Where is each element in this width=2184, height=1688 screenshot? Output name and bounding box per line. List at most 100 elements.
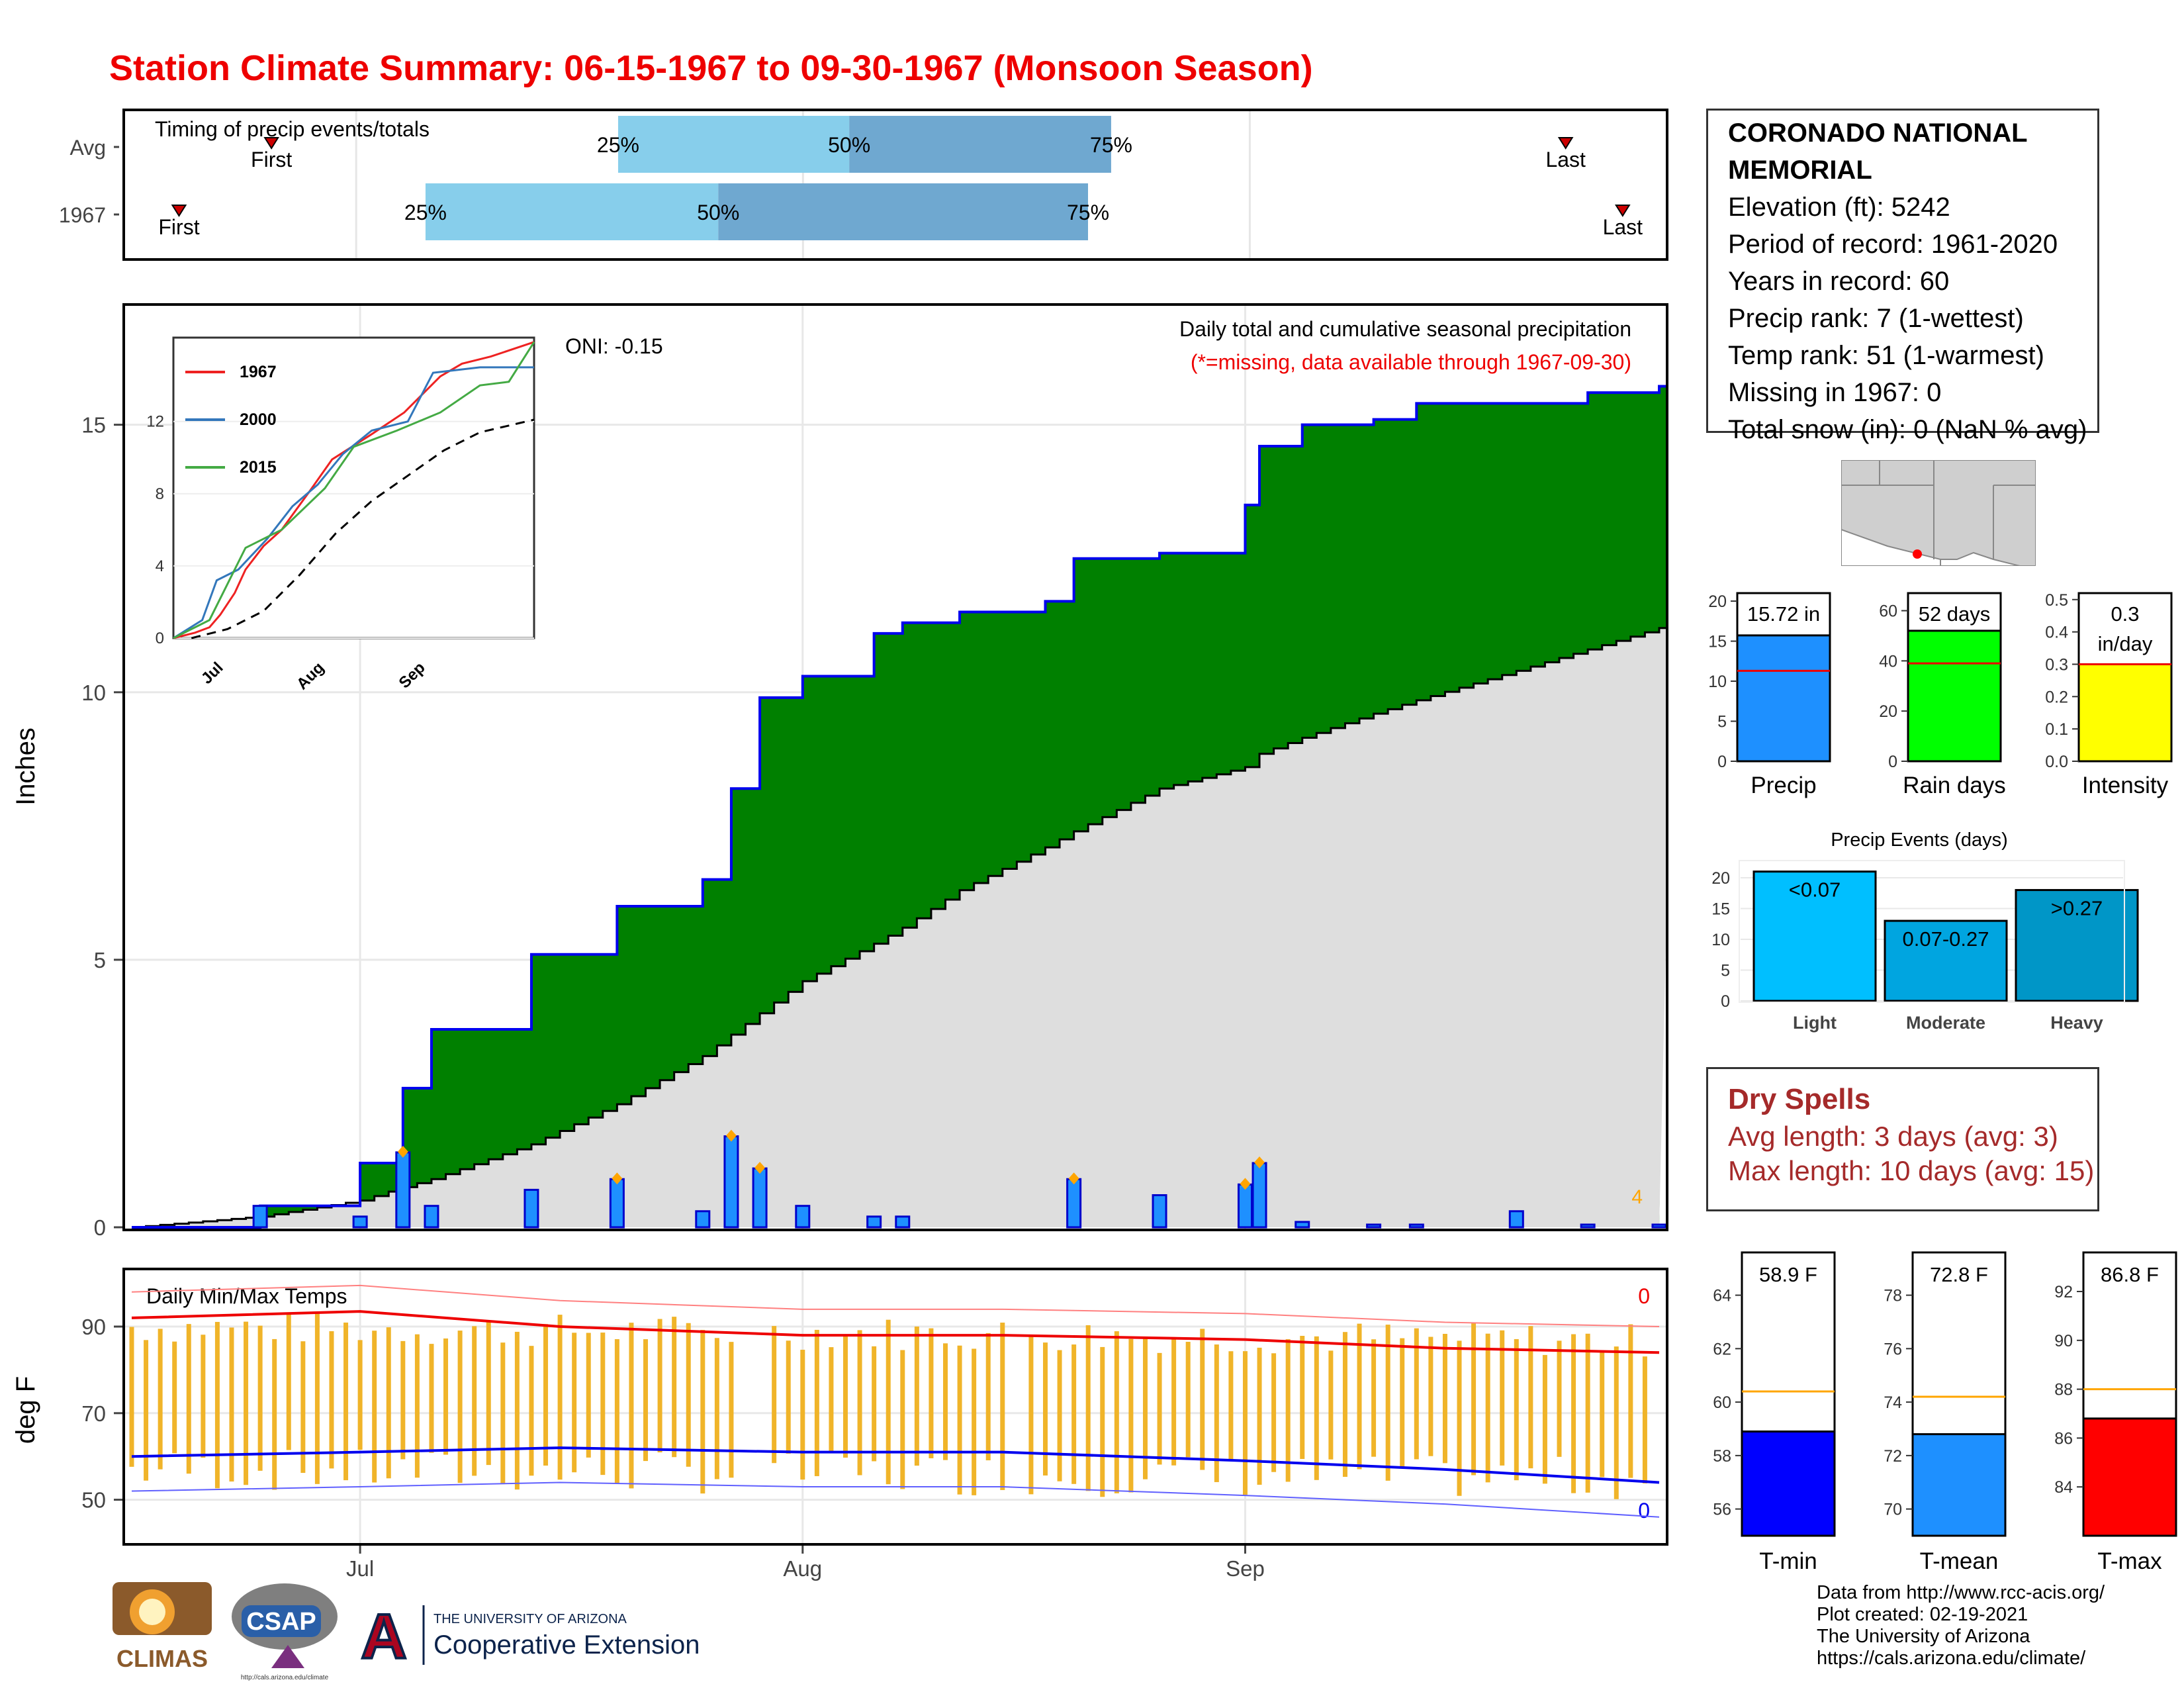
daily-temp-range — [1342, 1332, 1347, 1477]
inset-ytick: 0 — [156, 630, 164, 647]
station-snow: Total snow (in): 0 (NaN % avg) — [1728, 415, 2087, 444]
daily-temp-range — [872, 1346, 877, 1462]
daily-precip-bar — [352, 1215, 368, 1229]
daily-temp-range — [1257, 1347, 1262, 1485]
temp-summary-ytick: 88 — [2054, 1381, 2073, 1399]
daily-temp-range — [972, 1348, 977, 1495]
timing-bar-q50-q75 — [718, 183, 1088, 240]
daily-precip-bar — [252, 1205, 268, 1229]
temp-ytick: 50 — [81, 1488, 106, 1513]
daily-precip-bar — [795, 1205, 811, 1229]
first-label: First — [251, 148, 292, 171]
heavy-event-marker — [1254, 1156, 1265, 1169]
first-marker — [263, 137, 279, 150]
event-count-label: 4 — [1631, 1186, 1643, 1208]
daily-temp-range — [414, 1334, 420, 1478]
cumulative-1967-line — [132, 385, 1666, 1229]
timing-title: Timing of precip events/totals — [155, 117, 430, 141]
summary-ytick: 40 — [1879, 652, 1897, 671]
summary-bar — [2077, 663, 2173, 763]
daily-temp-range — [1557, 1340, 1562, 1457]
daily-precip-bar — [1366, 1223, 1382, 1229]
first-marker — [171, 205, 187, 217]
daily-temp-range — [572, 1333, 577, 1473]
daily-temp-range — [1085, 1325, 1091, 1491]
daily-temp-range — [1385, 1325, 1390, 1481]
daily-temp-range — [843, 1335, 848, 1458]
inset-xtick: Sep — [396, 659, 429, 692]
precip-events-chart: Precip Events (days) 0 5 10 15 20 <0.07 Light 0.… — [1711, 829, 2139, 1033]
summary-bar — [1736, 634, 1831, 763]
daily-temp-range — [1642, 1356, 1647, 1483]
daily-temp-range — [1357, 1323, 1362, 1470]
x-tick-label: Jul — [346, 1556, 374, 1581]
daily-temp-range — [557, 1315, 563, 1480]
daily-precip-bar — [395, 1151, 411, 1229]
daily-temp-range — [257, 1325, 263, 1471]
daily-temp-range — [1614, 1346, 1619, 1499]
daily-temp-range — [1000, 1323, 1005, 1490]
daily-temp-range — [314, 1312, 320, 1484]
daily-temp-range — [1114, 1331, 1119, 1493]
daily-temp-range — [229, 1327, 234, 1482]
station-years: Years in record: 60 — [1728, 267, 1950, 296]
event-bar-label: >0.27 — [2051, 897, 2103, 920]
summary-ytick: 0.4 — [2045, 624, 2068, 642]
daily-temp-range — [1428, 1336, 1433, 1456]
temp-summary-label: T-mean — [1920, 1548, 1999, 1574]
precip-panel: 4 Daily total and cumulative seasonal pre… — [122, 303, 1668, 1231]
summary-value-label: 0.3 — [2111, 602, 2139, 626]
daily-temp-range — [343, 1322, 349, 1481]
event-bar — [1752, 870, 1877, 1002]
daily-temp-range — [214, 1321, 220, 1489]
temp-summary-bar — [1911, 1433, 2007, 1537]
daily-temp-range — [286, 1313, 291, 1450]
daily-temp-range — [272, 1338, 277, 1490]
station-period: Period of record: 1961-2020 — [1728, 230, 2058, 259]
precip-subtitle: Daily total and cumulative seasonal prec… — [1179, 317, 1631, 341]
daily-temp-range — [514, 1331, 520, 1490]
x-tick-label: Aug — [783, 1556, 822, 1581]
daily-temp-range — [543, 1324, 549, 1466]
daily-temp-range — [443, 1338, 449, 1455]
credit-url: https://cals.arizona.edu/climate/ — [1817, 1648, 2086, 1669]
daily-temp-range — [1371, 1339, 1377, 1457]
daily-temp-range — [1314, 1336, 1319, 1480]
daily-temp-range — [1471, 1322, 1477, 1476]
daily-temp-range — [1271, 1353, 1277, 1472]
timing-panel: Timing of precip events/totals 25% 50% 75% F… — [122, 109, 1668, 261]
events-ytick: 5 — [1721, 961, 1730, 980]
timing-quantile-label: 75% — [1067, 201, 1109, 224]
temp-summary-ytick: 58 — [1713, 1447, 1731, 1466]
temp-ytick: 90 — [81, 1315, 106, 1339]
daily-precip-bar — [1237, 1183, 1253, 1229]
daily-temp-range — [672, 1317, 677, 1458]
daily-temp-range — [1300, 1336, 1305, 1459]
station-location-dot — [1913, 549, 1922, 559]
daily-temp-range — [1185, 1342, 1191, 1458]
events-ytick: 0 — [1721, 992, 1730, 1011]
last-marker — [1615, 205, 1631, 217]
daily-temp-range — [857, 1330, 862, 1476]
summary-ytick: 60 — [1879, 602, 1897, 621]
daily-temp-range — [586, 1333, 591, 1458]
daily-temp-range — [942, 1343, 948, 1460]
temp-summary-value: 72.8 F — [1930, 1263, 1988, 1286]
summary-ytick: 0.5 — [2045, 591, 2068, 610]
inset-frame — [172, 336, 535, 639]
daily-temp-range — [201, 1335, 206, 1458]
summary-ytick: 20 — [1879, 702, 1897, 721]
station-name: CORONADO NATIONAL MEMORIAL — [1728, 118, 2027, 185]
timing-quantile-label: 25% — [597, 133, 639, 157]
inset-legend-label: 2015 — [240, 458, 277, 477]
timing-quantile-label: 50% — [828, 133, 870, 157]
credits: Data from http://www.rcc-acis.org/ Plot … — [1817, 1582, 2105, 1669]
temp-summary-label: T-min — [1759, 1548, 1817, 1574]
daily-temp-range — [329, 1331, 334, 1469]
daily-temp-range — [129, 1327, 134, 1467]
daily-temp-range — [772, 1326, 777, 1464]
daily-temp-range — [1200, 1329, 1205, 1470]
daily-temp-range — [1285, 1339, 1291, 1482]
daily-temp-range — [1500, 1330, 1505, 1466]
temp-summary-ytick: 62 — [1713, 1340, 1731, 1358]
